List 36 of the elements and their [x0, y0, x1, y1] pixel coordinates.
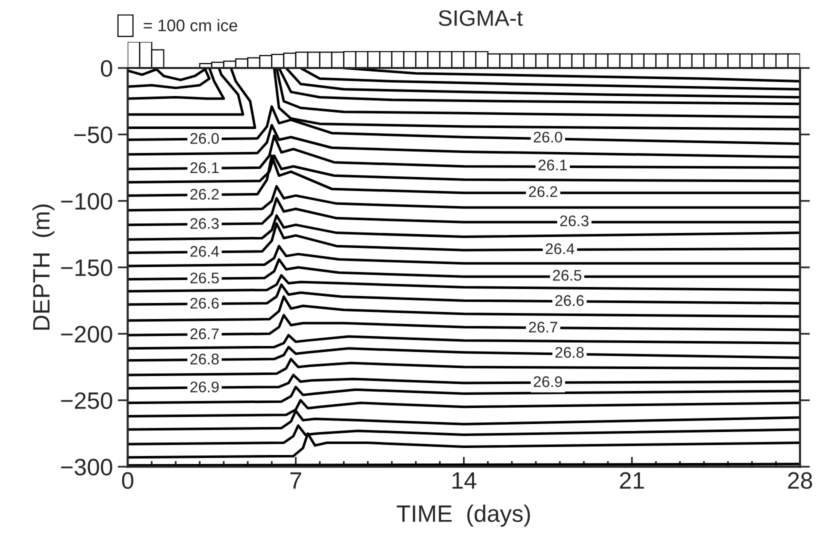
annotation: 26.4	[546, 243, 574, 254]
y-axis-title: DEPTH (m)	[32, 204, 54, 330]
x-tick-label: 28	[788, 472, 812, 489]
annotation: 26.9	[534, 376, 562, 388]
x-tick-label: 21	[620, 472, 644, 489]
y-tick-label: −200	[61, 326, 112, 343]
annotation: 26.7	[528, 322, 558, 333]
annotation: 26.1	[538, 160, 567, 170]
annotation: 26.0	[534, 132, 562, 143]
annotation: 26.6	[190, 298, 219, 309]
annotation: 26.3	[560, 215, 588, 226]
annotation: 26.5	[553, 270, 582, 281]
annotation: 26.7	[190, 328, 219, 340]
legend-label: = 100 cm ice	[144, 19, 238, 32]
annotation: 26.6	[555, 295, 584, 306]
y-tick-label: −50	[74, 126, 112, 144]
annotation: 26.1	[190, 162, 219, 174]
annotation: 26.9	[190, 382, 219, 392]
annotation: 26.0	[190, 133, 219, 144]
annotation: 26.8	[555, 347, 584, 358]
y-tick-label: −300	[61, 458, 112, 476]
y-tick-label: −150	[61, 259, 112, 276]
annotation: 26.2	[190, 188, 219, 200]
x-tick-label: 7	[290, 472, 302, 489]
x-tick-label: 14	[452, 472, 476, 489]
y-tick-label: 0	[100, 60, 112, 77]
annotation: 26.2	[528, 186, 558, 198]
x-axis-title: TIME (days)	[396, 504, 530, 527]
x-tick-label: 0	[122, 472, 134, 489]
annotation: 26.8	[190, 354, 219, 364]
y-tick-label: −100	[61, 192, 112, 210]
annotation: 26.5	[190, 272, 219, 284]
annotation: 26.3	[190, 218, 219, 229]
chart-title: SIGMA-t	[438, 10, 523, 26]
y-tick-label: −250	[61, 392, 112, 410]
annotation: 26.4	[190, 246, 219, 257]
